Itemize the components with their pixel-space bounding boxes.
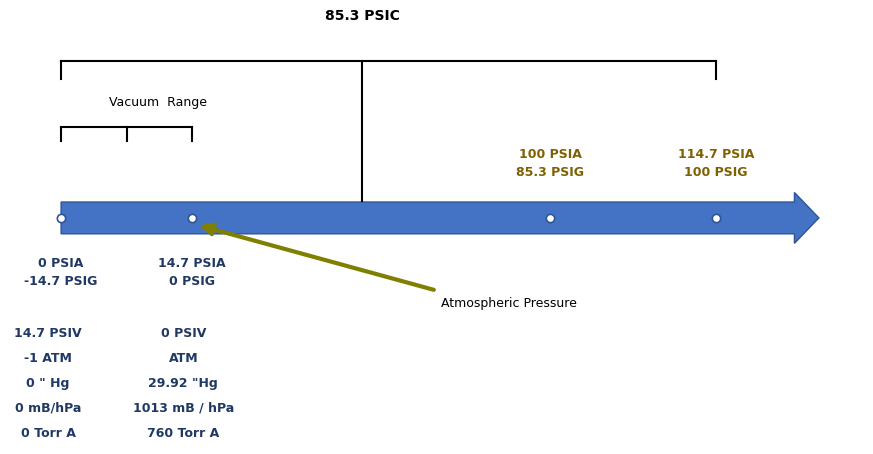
Text: 0 Torr A: 0 Torr A [21,427,75,440]
Text: Vacuum  Range: Vacuum Range [109,96,207,109]
Text: 114.7 PSIA
100 PSIG: 114.7 PSIA 100 PSIG [677,148,754,179]
Text: 0 PSIV: 0 PSIV [161,327,206,340]
Text: 29.92 "Hg: 29.92 "Hg [148,377,218,390]
Text: 14.7 PSIV: 14.7 PSIV [14,327,82,340]
Text: 0 PSIA
-14.7 PSIG: 0 PSIA -14.7 PSIG [24,257,98,287]
Text: -1 ATM: -1 ATM [24,352,72,365]
Text: 760 Torr A: 760 Torr A [148,427,219,440]
Text: ATM: ATM [168,352,198,365]
Text: 0 mB/hPa: 0 mB/hPa [15,402,81,415]
Text: 14.7 PSIA
0 PSIG: 14.7 PSIA 0 PSIG [158,257,226,287]
FancyArrow shape [61,192,819,243]
Text: 85.3 PSIC: 85.3 PSIC [325,9,400,23]
Text: 1013 mB / hPa: 1013 mB / hPa [133,402,234,415]
Text: 100 PSIA
85.3 PSIG: 100 PSIA 85.3 PSIG [516,148,584,179]
Text: 0 " Hg: 0 " Hg [26,377,70,390]
Text: Atmospheric Pressure: Atmospheric Pressure [441,297,577,311]
